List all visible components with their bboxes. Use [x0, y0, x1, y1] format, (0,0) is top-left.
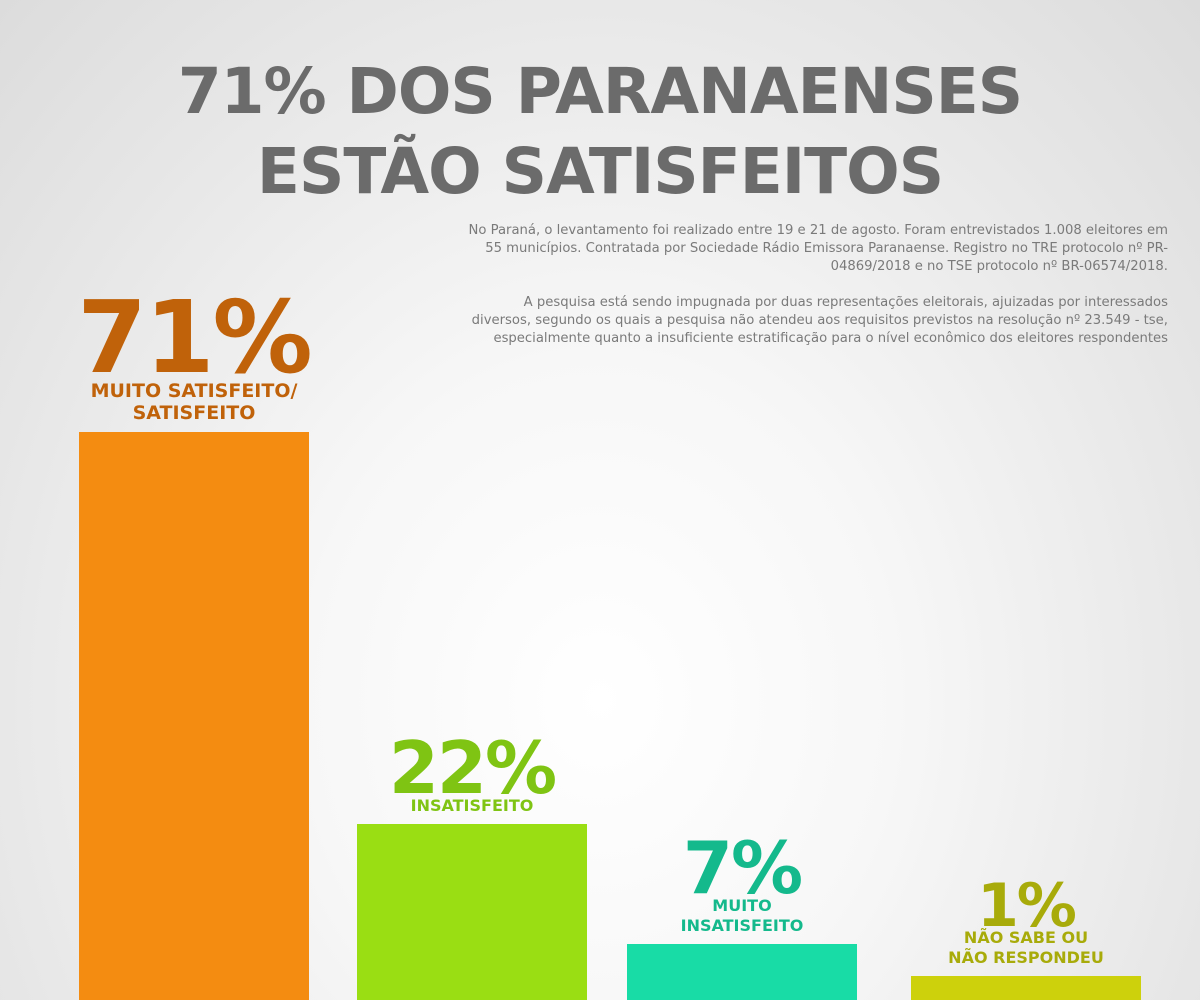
bar-3 [627, 944, 857, 1000]
survey-notes: No Paraná, o levantamento foi realizado … [468, 222, 1168, 366]
bar-category-label-3: MUITO INSATISFEITO [680, 896, 804, 935]
bar-1 [79, 432, 309, 1000]
bar-category-label-1: MUITO SATISFEITO/SATISFEITO [90, 380, 298, 424]
survey-dispute-note: A pesquisa está sendo impugnada por duas… [471, 295, 1168, 346]
bar-value-label-2: 22% [388, 726, 557, 810]
chart-title-line-1: 71% DOS PARANAENSES [177, 55, 1023, 128]
bar-value-label-4: 1% [977, 871, 1077, 941]
chart-title-line-2: ESTÃO SATISFEITOS [256, 135, 944, 208]
bar-category-label-4: NÃO SABE OU NÃO RESPONDEU [948, 928, 1104, 967]
survey-methodology-note: No Paraná, o levantamento foi realizado … [468, 223, 1168, 274]
bar-category-label-2: INSATISFEITO [410, 796, 534, 815]
bar-value-label-3: 7% [682, 826, 803, 910]
bar-value-label-1: 71% [77, 279, 312, 396]
bar-2 [357, 824, 587, 1000]
bar-4 [911, 976, 1141, 1000]
chart-title: 71% DOS PARANAENSES ESTÃO SATISFEITOS [0, 52, 1200, 212]
